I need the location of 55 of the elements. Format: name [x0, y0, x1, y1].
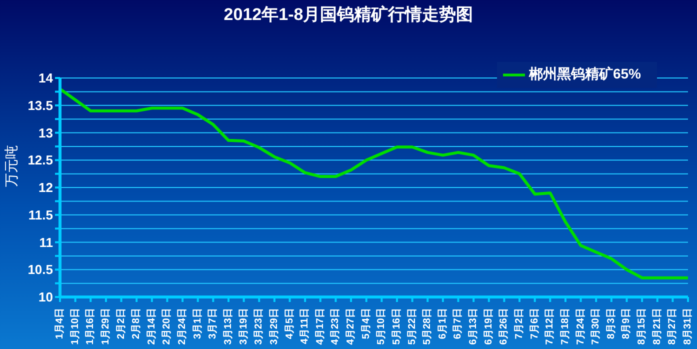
x-tick-label: 1月10日 [70, 308, 81, 345]
y-tick-label: 11 [39, 234, 53, 250]
x-tick-label: 5月4日 [360, 308, 372, 340]
x-tick-label: 5月10日 [376, 308, 388, 345]
x-tick-label: 6月7日 [452, 308, 464, 340]
x-tick-label: 2月14日 [146, 308, 158, 345]
y-tick-label: 10 [38, 290, 53, 305]
x-tick-label: 7月18日 [560, 308, 571, 345]
x-tick-label: 6月19日 [483, 308, 494, 345]
y-tick-label: 12.5 [28, 152, 53, 168]
x-tick-label: 1月4日 [54, 308, 66, 340]
x-tick-label: 7月2日 [514, 308, 526, 340]
y-tick-label: 13 [38, 125, 53, 140]
y-tick-label: 14 [38, 70, 54, 86]
x-tick-label: 7月30日 [590, 308, 602, 345]
x-tick-label: 3月13日 [222, 308, 234, 345]
x-tick-label: 8月27日 [667, 308, 678, 345]
x-tick-label: 8月9日 [621, 308, 632, 340]
x-tick-label: 4月23日 [330, 308, 342, 345]
x-tick-label: 4月5日 [284, 308, 296, 340]
y-tick-label: 12 [38, 180, 53, 196]
x-tick-label: 8月21日 [652, 308, 663, 345]
x-tick-label: 3月23日 [254, 308, 265, 345]
y-tick-label: 10.5 [28, 262, 53, 278]
y-axis-title: 万元吨 [3, 145, 20, 187]
x-tick-label: 2月24日 [177, 308, 188, 345]
chart-title: 2012年1-8月国钨精矿行情走势图 [222, 4, 474, 26]
x-tick-label: 3月1日 [192, 308, 204, 340]
y-tick-label: 13.5 [28, 98, 53, 113]
x-tick-label: 1月29日 [100, 308, 112, 345]
x-tick-label: 1月16日 [85, 308, 96, 345]
x-tick-label: 8月3日 [606, 308, 617, 340]
x-tick-label: 3月19日 [238, 308, 250, 345]
x-tick-label: 4月27日 [346, 308, 357, 345]
x-tick-label: 5月28日 [422, 308, 434, 345]
x-tick-label: 6月13日 [468, 308, 480, 345]
x-tick-label: 5月22日 [406, 308, 418, 345]
x-tick-label: 7月6日 [529, 308, 540, 340]
x-tick-label: 2月2日 [116, 308, 127, 340]
x-tick-label: 6月26日 [498, 308, 510, 345]
x-tick-label: 2月20日 [162, 308, 173, 345]
x-tick-label: 5月16日 [391, 308, 402, 345]
x-tick-label: 4月11日 [300, 308, 311, 344]
x-tick-label: 4月17日 [314, 308, 326, 345]
x-tick-label: 3月29日 [268, 308, 280, 345]
x-tick-label: 6月1日 [437, 308, 448, 340]
y-tick-label: 11.5 [28, 207, 53, 222]
x-tick-label: 8月31日 [682, 308, 694, 345]
legend-label: 郴州黑钨精矿65% [528, 66, 641, 82]
x-tick-label: 8月15日 [636, 308, 648, 345]
x-tick-label: 2月8日 [131, 308, 142, 340]
x-tick-label: 7月12日 [544, 308, 556, 345]
line-series [58, 87, 690, 280]
x-tick-label: 3月7日 [208, 308, 219, 340]
x-tick-label: 7月24日 [575, 308, 586, 345]
